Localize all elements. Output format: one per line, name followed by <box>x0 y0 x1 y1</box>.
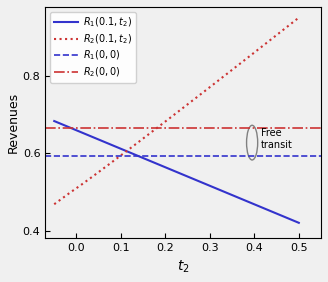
$R_2(0.1, t_2)$ <box>253 50 257 54</box>
$R_1(0.1, t_2)$ <box>185 175 189 178</box>
$R_2(0.1, t_2)$ <box>291 21 295 24</box>
$R_1(0.1, t_2)$ <box>297 221 301 224</box>
$R_1(0.1, t_2)$ <box>52 119 56 123</box>
$R_1(0.1, t_2)$ <box>198 180 202 183</box>
$R_1(0.1, t_2)$ <box>169 168 173 171</box>
$R_2(0.1, t_2)$ <box>297 16 301 19</box>
Legend: $R_1(0.1, t_2)$, $R_2(0.1, t_2)$, $R_1(0, 0)$, $R_2(0, 0)$: $R_1(0.1, t_2)$, $R_2(0.1, t_2)$, $R_1(0… <box>50 12 136 83</box>
$R_2(0.1, t_2)$ <box>169 116 173 119</box>
Text: Free
transit: Free transit <box>261 128 293 150</box>
Line: $R_2(0.1, t_2)$: $R_2(0.1, t_2)$ <box>54 18 299 204</box>
$R_2(0.1, t_2)$ <box>170 115 174 118</box>
$R_1(0.1, t_2)$ <box>170 168 174 172</box>
Y-axis label: Revenues: Revenues <box>7 92 20 153</box>
X-axis label: $t_2$: $t_2$ <box>177 259 190 275</box>
$R_1(0.1, t_2)$ <box>253 203 257 206</box>
$R_2(0.1, t_2)$ <box>185 103 189 107</box>
$R_2(0.1, t_2)$ <box>198 93 202 97</box>
$R_1(0.1, t_2)$ <box>291 219 295 222</box>
Line: $R_1(0.1, t_2)$: $R_1(0.1, t_2)$ <box>54 121 299 223</box>
$R_2(0.1, t_2)$ <box>52 202 56 206</box>
